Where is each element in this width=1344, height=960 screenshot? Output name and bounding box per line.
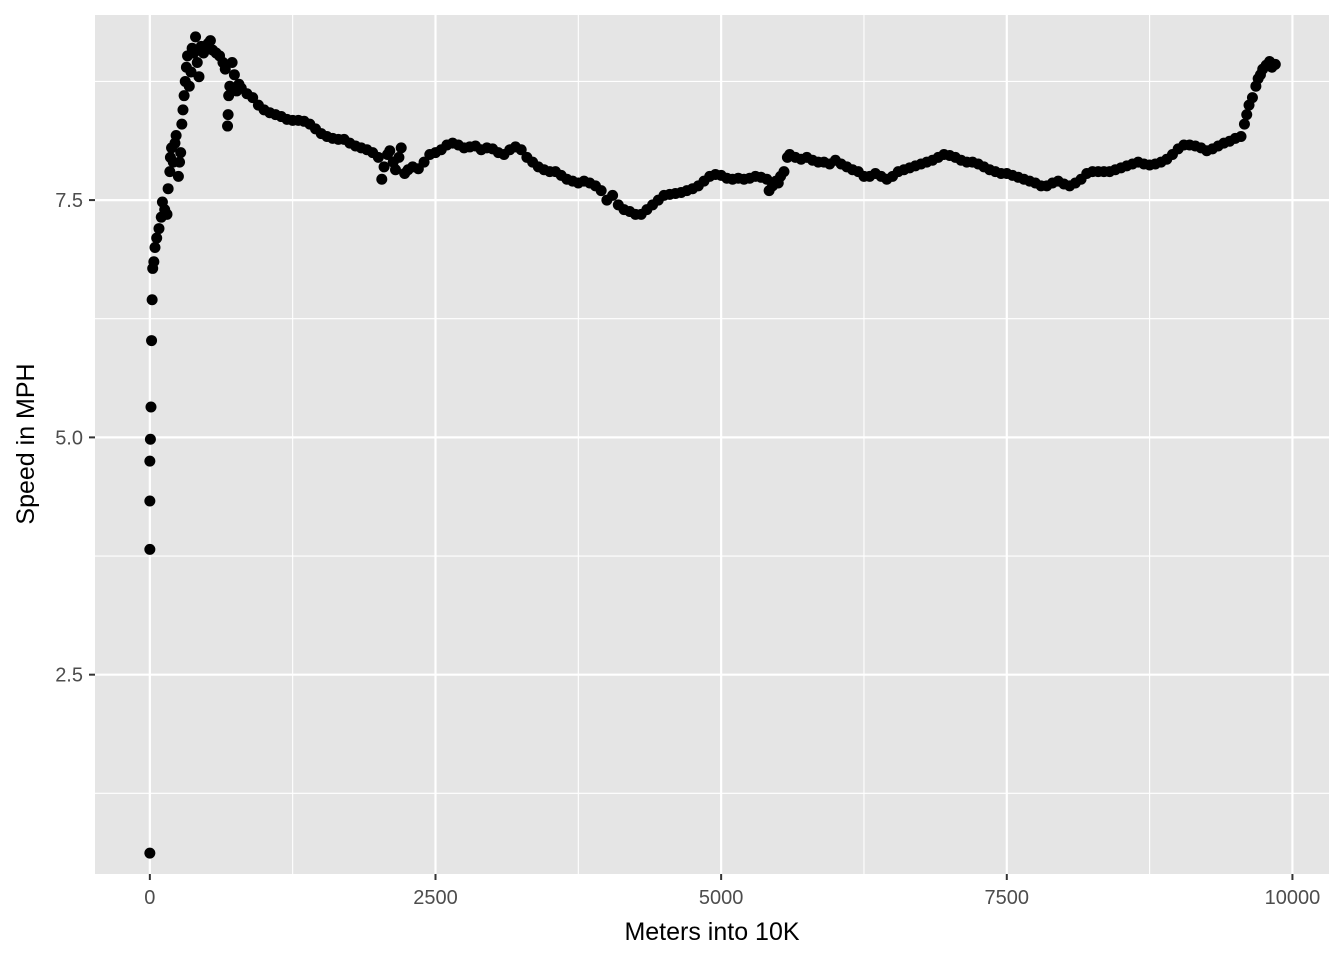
data-point	[226, 56, 238, 68]
y-axis-title: Speed in MPH	[12, 363, 40, 524]
data-point	[145, 401, 157, 413]
data-point	[164, 166, 176, 178]
data-point	[191, 56, 203, 68]
data-point	[144, 847, 156, 859]
y-axis-ticks: 2.5 5.0 7.5	[55, 190, 95, 687]
data-point	[190, 31, 202, 43]
plot-panel	[95, 15, 1329, 874]
data-point	[172, 170, 184, 182]
y-tick-label: 2.5	[55, 665, 83, 687]
data-point	[778, 166, 790, 178]
y-tick-label: 5.0	[55, 427, 83, 449]
data-point	[149, 242, 161, 254]
x-axis-title: Meters into 10K	[624, 918, 799, 946]
x-tick-label: 0	[144, 887, 155, 909]
data-point	[219, 63, 231, 75]
data-point	[148, 256, 160, 268]
data-point	[162, 183, 174, 195]
data-point	[176, 118, 188, 130]
data-point	[1269, 58, 1281, 70]
data-point	[222, 109, 234, 121]
data-point	[607, 189, 619, 201]
data-point	[177, 104, 189, 116]
data-point	[1235, 130, 1247, 142]
data-point	[185, 66, 197, 78]
data-point	[144, 495, 156, 507]
data-point	[228, 69, 240, 81]
data-point	[170, 130, 182, 142]
data-point	[204, 35, 216, 47]
data-point	[393, 151, 405, 163]
data-point	[146, 294, 158, 306]
x-tick-label: 2500	[413, 887, 458, 909]
x-axis-ticks: 0 2500 5000 7500 10000	[144, 874, 1320, 909]
data-point	[193, 71, 205, 83]
data-point	[384, 145, 396, 157]
data-point	[395, 142, 407, 154]
data-point	[378, 161, 390, 173]
data-point	[223, 90, 235, 102]
data-point	[144, 455, 156, 467]
data-point	[595, 185, 607, 197]
x-tick-label: 5000	[699, 887, 744, 909]
data-point	[183, 80, 195, 92]
data-point	[222, 120, 234, 132]
x-tick-label: 7500	[985, 887, 1030, 909]
grid-major	[95, 15, 1329, 874]
data-point	[1246, 92, 1258, 104]
data-point	[247, 92, 259, 104]
grid-minor	[95, 15, 1329, 874]
data-point	[146, 335, 158, 347]
data-point	[178, 90, 190, 102]
y-tick-label: 7.5	[55, 190, 83, 212]
data-point	[515, 144, 527, 156]
data-point	[418, 156, 430, 168]
data-point	[153, 223, 165, 235]
data-point	[376, 173, 388, 185]
data-point	[161, 208, 173, 220]
data-point	[188, 47, 200, 59]
data-point	[1241, 109, 1253, 121]
x-tick-label: 10000	[1265, 887, 1321, 909]
data-point	[174, 156, 186, 168]
data-point	[372, 151, 384, 163]
data-point	[1238, 118, 1250, 130]
data-point	[390, 164, 402, 176]
data-point	[175, 147, 187, 159]
data-point	[144, 433, 156, 445]
data-point	[151, 232, 163, 244]
data-point	[144, 543, 156, 555]
data-points	[144, 31, 1281, 859]
